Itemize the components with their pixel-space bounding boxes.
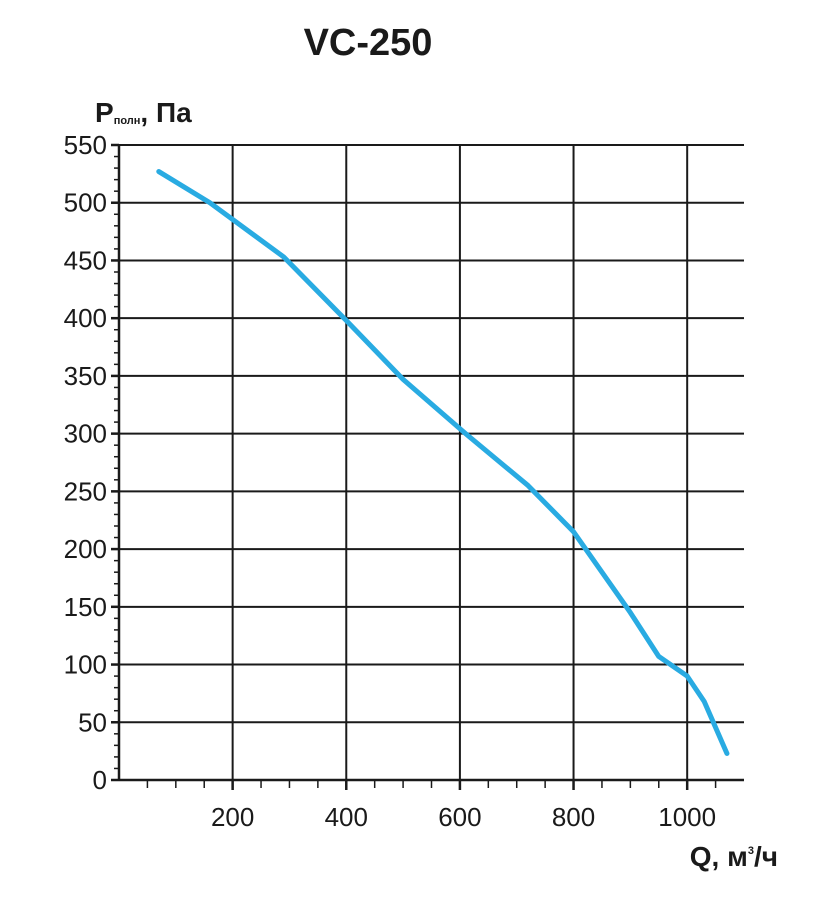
y-tick-labels: 0 50 100 150 200 250 300 350 400 450 500 550 bbox=[64, 130, 107, 795]
x-axis-label-main: Q, м bbox=[690, 841, 748, 872]
y-tick-label: 450 bbox=[64, 245, 107, 275]
axes bbox=[111, 143, 744, 790]
x-tick-label: 1000 bbox=[658, 802, 716, 832]
minor-ticks bbox=[114, 155, 717, 788]
y-tick-label: 350 bbox=[64, 361, 107, 391]
y-tick-label: 300 bbox=[64, 419, 107, 449]
x-axis-label-rest: /ч bbox=[754, 841, 778, 872]
y-tick-label: 200 bbox=[64, 534, 107, 564]
series-layer bbox=[156, 169, 730, 756]
y-tick-label: 500 bbox=[64, 188, 107, 218]
x-axis-label-sup: 3 bbox=[748, 845, 754, 857]
y-tick-label: 50 bbox=[78, 707, 107, 737]
y-tick-label: 550 bbox=[64, 130, 107, 160]
y-axis-label: Pполн, Па bbox=[95, 97, 192, 128]
y-tick-label: 150 bbox=[64, 592, 107, 622]
x-tick-label: 200 bbox=[211, 802, 254, 832]
y-tick-label: 250 bbox=[64, 476, 107, 506]
y-axis-label-rest: , Па bbox=[140, 97, 192, 128]
x-tick-label: 800 bbox=[552, 802, 595, 832]
x-axis-label: Q, м3/ч bbox=[690, 841, 778, 872]
pressure-curve-line bbox=[156, 169, 730, 756]
x-tick-labels: 200 400 600 800 1000 bbox=[211, 802, 716, 832]
y-axis-label-main: P bbox=[95, 97, 114, 128]
y-tick-label: 100 bbox=[64, 650, 107, 680]
grid-lines bbox=[119, 144, 744, 780]
y-tick-label: 0 bbox=[93, 765, 107, 795]
x-tick-label: 400 bbox=[325, 802, 368, 832]
chart-title: VC-250 bbox=[304, 22, 433, 64]
y-axis-label-sub: полн bbox=[114, 115, 141, 127]
x-tick-label: 600 bbox=[438, 802, 481, 832]
y-tick-label: 400 bbox=[64, 303, 107, 333]
